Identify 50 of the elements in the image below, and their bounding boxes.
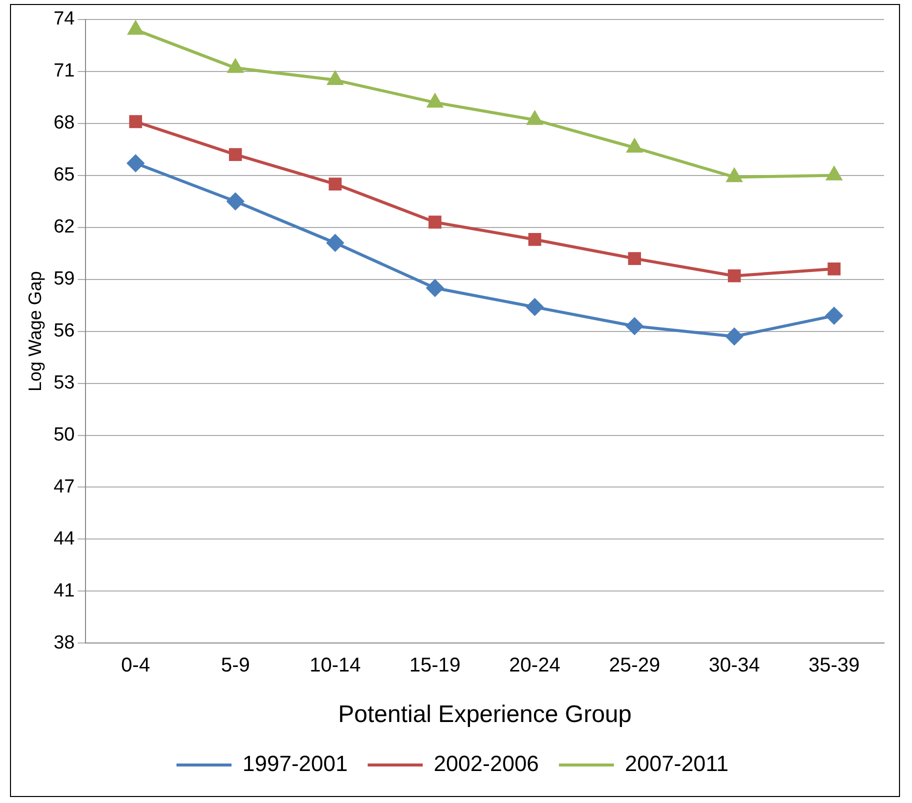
- x-tick-label: 30-34: [708, 654, 760, 677]
- y-tick-label: 62: [54, 216, 75, 238]
- x-tick-label: 15-19: [409, 654, 461, 677]
- x-tick-label: 0-4: [121, 654, 150, 677]
- point: [127, 154, 144, 172]
- y-tick-label: 56: [54, 320, 75, 342]
- legend-label: 2002-2006: [434, 751, 539, 776]
- point: [328, 178, 342, 190]
- point: [427, 94, 443, 108]
- y-tick-label: 74: [54, 8, 76, 30]
- y-axis-title: Log Wage Gap: [24, 271, 45, 392]
- point: [628, 252, 641, 265]
- point: [726, 168, 742, 182]
- point: [326, 234, 344, 252]
- point: [826, 307, 843, 324]
- point: [528, 233, 542, 246]
- x-tick-label: 5-9: [220, 654, 250, 677]
- point: [226, 192, 244, 210]
- point: [828, 262, 841, 276]
- point: [128, 21, 144, 35]
- y-tick-label: 41: [54, 580, 75, 602]
- point: [728, 269, 741, 282]
- point: [726, 328, 743, 345]
- point: [328, 72, 343, 86]
- y-tick-label: 47: [54, 476, 75, 498]
- point: [626, 139, 642, 153]
- y-tick-label: 68: [54, 112, 75, 134]
- x-tick-label: 10-14: [310, 654, 361, 677]
- x-tick-label: 35-39: [808, 654, 860, 677]
- point: [626, 318, 644, 335]
- y-tick-label: 38: [54, 632, 75, 654]
- legend-label: 1997-2001: [242, 751, 348, 776]
- y-tick-label: 44: [54, 528, 76, 550]
- y-tick-label: 50: [54, 424, 75, 446]
- y-tick-label: 71: [54, 60, 75, 82]
- y-tick-label: 53: [54, 372, 75, 394]
- x-tick-label: 20-24: [509, 654, 560, 677]
- point: [228, 59, 243, 73]
- legend-label: 2007-2011: [624, 751, 728, 776]
- point: [428, 216, 442, 229]
- point: [526, 298, 544, 316]
- x-tick-label: 25-29: [608, 654, 660, 677]
- point: [426, 279, 444, 296]
- y-tick-label: 65: [54, 164, 75, 186]
- point: [129, 115, 142, 128]
- x-axis-title: Potential Experience Group: [338, 701, 632, 728]
- point: [826, 166, 842, 180]
- point: [527, 111, 542, 125]
- point: [228, 148, 242, 162]
- y-tick-label: 59: [54, 268, 75, 290]
